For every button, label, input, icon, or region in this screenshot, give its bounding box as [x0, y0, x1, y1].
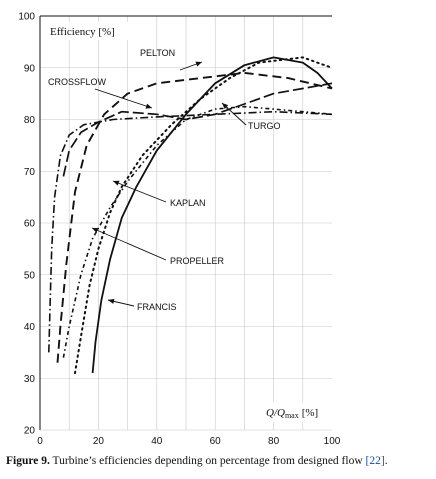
- leader-line-kaplan: [112, 180, 167, 203]
- series-label-kaplan: KAPLAN: [170, 198, 206, 208]
- xlabel-bg: [262, 402, 336, 422]
- series-line-turgo: [62, 82, 333, 177]
- y-tick-label: 40: [24, 322, 36, 333]
- series-label-pelton: PELTON: [140, 48, 175, 58]
- y-tick-label: 100: [18, 12, 35, 23]
- series-label-francis: FRANCIS: [137, 302, 177, 312]
- leader-arrow-propeller: [92, 227, 99, 233]
- x-axis-title: Q/Qmax [%]: [266, 407, 318, 420]
- leader-line-propeller: [91, 227, 167, 261]
- caption-reference-link[interactable]: [22]: [365, 455, 385, 467]
- x-tick-label: 80: [268, 436, 280, 447]
- y-tick-label: 50: [24, 270, 36, 281]
- y-tick-label: 80: [24, 115, 36, 126]
- x-tick-label: 20: [93, 436, 105, 447]
- y-axis-title: Efficiency [%]: [50, 26, 115, 38]
- series-label-crossflow: CROSSFLOW: [48, 77, 107, 87]
- series-line-crossflow: [48, 110, 333, 353]
- x-tick-label: 100: [324, 436, 341, 447]
- x-tick-label: 0: [37, 436, 43, 447]
- x-axis-title-sub: max: [285, 411, 299, 420]
- y-tick-label: 90: [24, 63, 36, 74]
- leader-arrow-kaplan: [113, 180, 120, 186]
- series-lines: [48, 56, 333, 375]
- leader-line-crossflow: [94, 88, 153, 109]
- series-line-propeller: [62, 105, 333, 358]
- series-labels: PELTON CROSSFLOW TURGO KAPLAN PROPELLER FRANC…: [48, 48, 281, 312]
- y-tick-label: 30: [24, 374, 36, 385]
- caption-text: Turbine’s efficiencies depending on perc…: [49, 455, 366, 467]
- series-line-kaplan: [74, 56, 333, 375]
- x-axis-title-main: Q/Q: [266, 407, 285, 419]
- grid-lines: [40, 16, 332, 430]
- caption-end: .: [384, 455, 388, 467]
- x-tick-label: 60: [210, 436, 222, 447]
- y-tick-label: 20: [24, 426, 36, 437]
- series-label-propeller: PROPELLER: [170, 256, 225, 266]
- leader-arrow-pelton: [195, 61, 202, 67]
- series-label-turgo: TURGO: [248, 121, 281, 131]
- series-line-francis: [91, 56, 333, 374]
- leader-arrow-francis: [108, 298, 115, 304]
- caption-figure-number: Figure 9.: [6, 455, 50, 467]
- leader-arrow-turgo: [222, 103, 229, 109]
- figure-caption: Figure 9. Turbine’s efficiencies dependi…: [6, 455, 432, 467]
- y-tick-label: 60: [24, 219, 36, 230]
- leader-arrow-crossflow: [145, 103, 152, 109]
- y-tick-label: 70: [24, 167, 36, 178]
- series-line-pelton: [56, 71, 333, 363]
- ylabel-bg: [45, 22, 135, 40]
- x-axis-title-unit: [%]: [302, 407, 319, 419]
- x-tick-label: 40: [151, 436, 163, 447]
- plot-frame: [39, 15, 332, 431]
